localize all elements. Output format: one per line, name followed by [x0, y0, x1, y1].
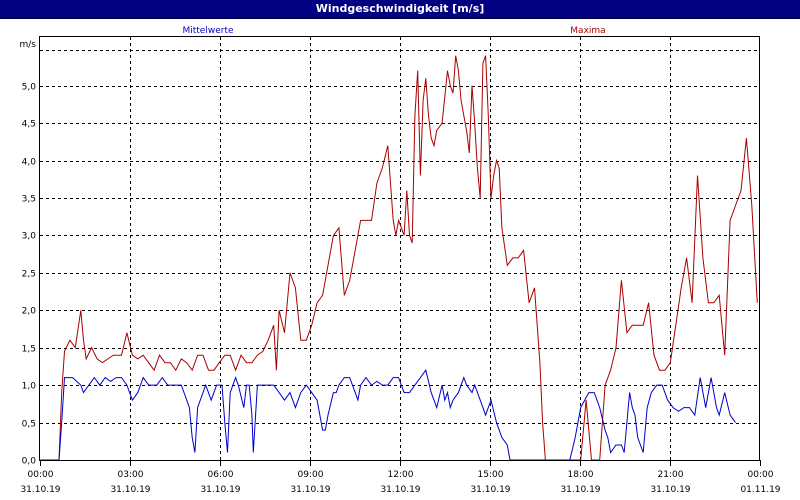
x-tick-time: 15:00 — [478, 470, 504, 480]
y-tick-label: 2,5 — [22, 270, 36, 280]
y-tick-label: 4,5 — [22, 120, 36, 130]
wind-speed-chart: 0,0 0,5 1,0 1,5 2,0 2,5 3,0 3,5 4,0 4,5 5,0 m/s 00:0… — [20, 26, 781, 495]
x-tick-time: 06:00 — [208, 470, 234, 480]
x-tick-time: 00:00 — [28, 470, 54, 480]
y-tick-label: 3,5 — [22, 195, 36, 205]
x-tick-date: 31.10.19 — [380, 485, 420, 495]
y-tick-label: 3,0 — [22, 232, 37, 242]
x-tick-date: 01.11.19 — [740, 485, 780, 495]
series-line-maxima — [40, 55, 758, 460]
series-lines — [40, 55, 758, 460]
y-tick-label: 1,0 — [22, 382, 37, 392]
x-tick-time: 12:00 — [388, 470, 414, 480]
x-tick-date: 31.10.19 — [470, 485, 510, 495]
x-tick-date: 31.10.19 — [200, 485, 240, 495]
chart-title: Windgeschwindigkeit [m/s] — [315, 2, 485, 15]
x-tick-date: 31.10.19 — [650, 485, 690, 495]
x-tick-time: 03:00 — [118, 470, 144, 480]
x-tick-date: 31.10.19 — [110, 485, 150, 495]
x-tick-time: 09:00 — [298, 470, 324, 480]
x-tick-date: 31.10.19 — [290, 485, 330, 495]
y-tick-label: 4,0 — [22, 158, 37, 168]
grid — [40, 37, 760, 460]
plot-frame — [39, 36, 760, 461]
y-axis-unit: m/s — [20, 40, 37, 50]
y-tick-label: 0,0 — [22, 457, 37, 467]
y-tick-label: 1,5 — [22, 345, 36, 355]
y-tick-label: 5,0 — [22, 83, 37, 93]
title-bar: Windgeschwindigkeit [m/s] — [0, 0, 800, 19]
legend-maxima: Maxima — [570, 26, 605, 36]
x-tick-time: 18:00 — [568, 470, 594, 480]
x-tick-date: 31.10.19 — [560, 485, 600, 495]
legend: Mittelwerte Maxima — [182, 26, 605, 36]
y-tick-label: 0,5 — [22, 420, 36, 430]
x-tick-time: 00:00 — [748, 470, 774, 480]
series-line-mittelwerte — [40, 369, 736, 460]
x-tick-date: 31.10.19 — [20, 485, 60, 495]
x-tick-time: 21:00 — [658, 470, 684, 480]
legend-mittelwerte: Mittelwerte — [182, 26, 233, 36]
axis-labels: 0,0 0,5 1,0 1,5 2,0 2,5 3,0 3,5 4,0 4,5 5,0 m/s 00:0… — [20, 40, 781, 495]
y-tick-label: 2,0 — [22, 307, 37, 317]
